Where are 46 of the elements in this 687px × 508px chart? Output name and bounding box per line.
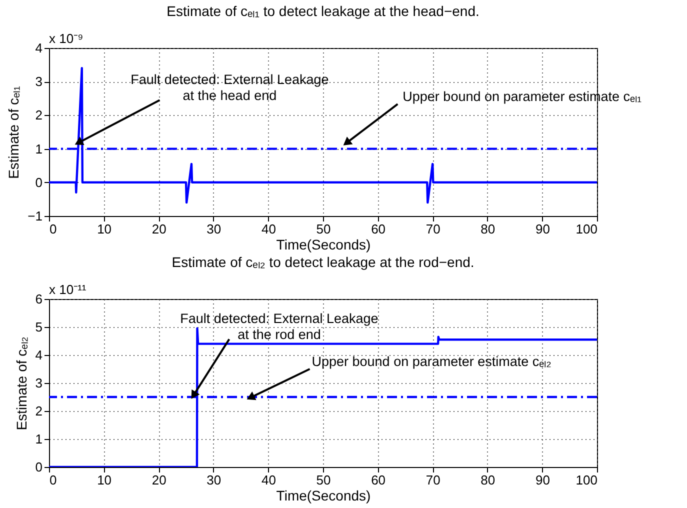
x-tick-label: 60: [371, 472, 386, 488]
annotation: Upper bound on parameter estimate cₑₗ₂: [312, 354, 552, 369]
x-tick-label: 0: [50, 472, 57, 488]
y-tick-label: 2: [35, 108, 42, 123]
y-tick-label: 3: [35, 74, 42, 90]
x-tick-label: 70: [426, 222, 440, 236]
x-tick-label: 80: [480, 222, 496, 236]
y-tick-label: 5: [35, 320, 42, 334]
annotation: Fault detected: External Leakage at the head end: [130, 72, 329, 104]
x-tick-label: 20: [152, 222, 166, 236]
x-tick-label: 100: [576, 222, 598, 236]
text: x 10⁻⁹: [49, 31, 84, 46]
y-tick-label: −1: [28, 208, 42, 224]
y-tick-label: 0: [35, 460, 42, 474]
x-tick-label: 20: [152, 472, 166, 488]
chart-title: Estimate of cₑₗ₁ to detect leakage at the head−end.: [166, 3, 480, 19]
y-axis-title: Estimate of cₑₗ₁: [6, 86, 22, 179]
x-tick-label: 90: [535, 222, 550, 236]
text: x 10⁻¹¹: [49, 282, 87, 297]
y-tick-label: 3: [35, 376, 42, 390]
x-tick-label: 30: [206, 472, 222, 488]
y-tick-label: 4: [35, 40, 42, 56]
x-tick-label: 40: [261, 222, 276, 236]
x-tick-label: 90: [535, 472, 550, 488]
x-axis-title: Time(Seconds): [276, 488, 371, 504]
y-tick-label: 6: [35, 292, 42, 306]
y-tick-label: 2: [35, 404, 42, 418]
x-tick-label: 40: [261, 472, 276, 488]
x-tick-label: 30: [206, 222, 222, 236]
y-axis-title: Estimate of cₑₗ₂: [13, 336, 30, 430]
x-tick-label: 80: [480, 472, 496, 488]
chart-title: Estimate of cₑₗ₂ to detect leakage at the rod−end.: [172, 254, 474, 270]
x-tick-label: 100: [576, 472, 598, 488]
y-tick-label: 1: [35, 141, 42, 156]
x-tick-label: 50: [316, 222, 331, 236]
x-tick-label: 10: [97, 222, 112, 236]
y-tick-label: 4: [35, 348, 42, 362]
y-tick-label: 1: [35, 432, 42, 446]
x-tick-label: 70: [426, 472, 440, 488]
x-tick-label: 60: [371, 222, 386, 236]
x-tick-label: 50: [316, 472, 331, 488]
y-tick-label: 0: [35, 174, 42, 190]
x-axis-title: Time(Seconds): [276, 236, 371, 252]
x-tick-label: 0: [50, 222, 57, 236]
annotation: Fault detected: External Leakage at the rod end: [180, 311, 378, 342]
x-tick-label: 10: [97, 472, 112, 488]
